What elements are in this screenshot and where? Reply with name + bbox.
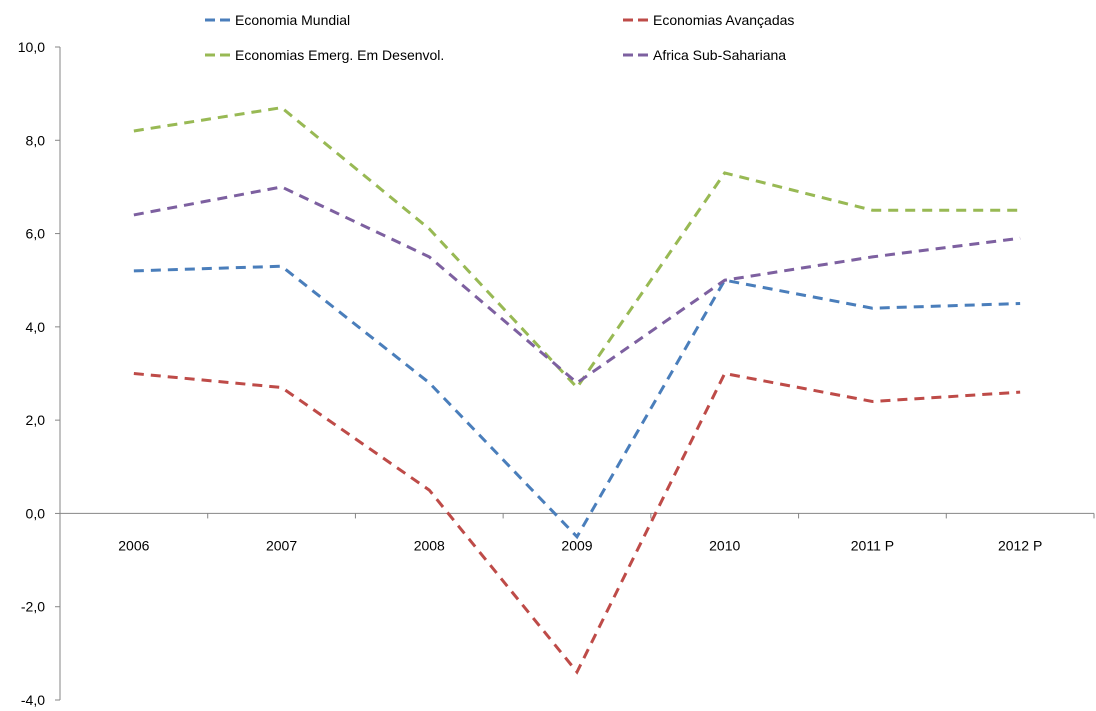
legend-item-0: Economia Mundial <box>205 12 350 28</box>
x-tick-label: 2007 <box>266 537 297 553</box>
series-line-3 <box>133 185 1021 385</box>
y-tick-label: -2,0 <box>21 599 45 615</box>
x-tick-label: 2010 <box>709 537 740 553</box>
x-tick-label: 2011 P <box>851 537 894 553</box>
legend-item-1: Economias Avançadas <box>623 12 794 28</box>
legend-label: Economias Emerg. Em Desenvol. <box>235 47 444 63</box>
legend-label: Africa Sub-Sahariana <box>653 47 786 63</box>
legend-item-3: Africa Sub-Sahariana <box>623 47 786 63</box>
x-tick-label: 2006 <box>118 537 149 553</box>
series-line-2 <box>133 106 1021 390</box>
legend-label: Economia Mundial <box>235 12 350 28</box>
x-tick-label: 2012 P <box>998 537 1042 553</box>
y-tick-label: 8,0 <box>26 132 46 148</box>
legend: Economia Mundial Economias Avançadas Econo… <box>205 12 794 63</box>
legend-item-2: Economias Emerg. Em Desenvol. <box>205 47 444 63</box>
series-line-0 <box>133 264 1021 540</box>
y-tick-label: 4,0 <box>26 319 46 335</box>
y-tick-label: 2,0 <box>26 412 46 428</box>
y-tick-label: 10,0 <box>18 39 45 55</box>
y-tick-label: 0,0 <box>26 505 46 521</box>
y-tick-label: 6,0 <box>26 226 46 242</box>
x-axis: 2006 2007 2008 2009 2010 2011 P 2012 P <box>59 512 1095 553</box>
x-tick-label: 2009 <box>561 537 592 553</box>
y-axis: -4,0 -2,0 0,0 2,0 4,0 6,0 8,0 10,0 <box>18 39 61 708</box>
series-group <box>133 106 1021 675</box>
series-line-1 <box>133 371 1021 675</box>
x-tick-label: 2008 <box>414 537 445 553</box>
legend-label: Economias Avançadas <box>653 12 794 28</box>
y-tick-label: -4,0 <box>21 692 45 708</box>
